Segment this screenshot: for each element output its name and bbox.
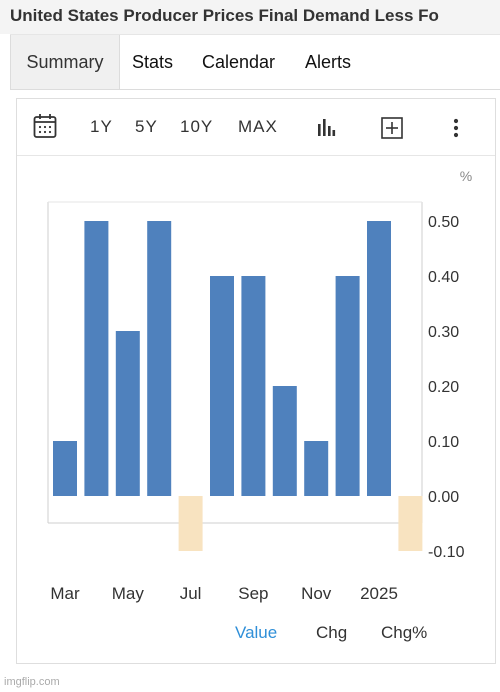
bar-apr [84,221,109,496]
bar-mar [53,441,77,496]
range-1y-button[interactable]: 1Y [90,117,113,136]
x-tick-label: May [112,584,145,603]
bar-oct [272,386,297,496]
y-tick-label: 0.30 [428,324,459,341]
x-tick-label: Sep [238,584,268,603]
bar-sep [241,276,266,496]
x-tick-label: Nov [301,584,332,603]
bar-may [115,331,140,496]
range-10y-button[interactable]: 10Y [180,117,214,136]
range-max-button[interactable]: MAX [238,117,278,136]
tab-bar: Summary Stats Calendar Alerts [10,34,500,90]
x-tick-label: 2025 [360,584,398,603]
page-header: United States Producer Prices Final Dema… [0,0,500,34]
y-tick-label: 0.10 [428,434,459,451]
chart-toolbar: 1Y 5Y 10Y MAX [17,99,495,156]
more-vertical-icon[interactable] [451,117,461,139]
y-tick-label: 0.50 [428,214,459,231]
watermark: imgflip.com [4,676,60,688]
calendar-icon[interactable] [33,113,57,139]
y-tick-label: 0.00 [428,489,459,506]
y-tick-label: 0.40 [428,269,459,286]
bar-2025 [367,221,391,496]
tab-calendar[interactable]: Calendar [202,52,276,72]
tab-summary[interactable]: Summary [10,35,120,89]
bar-jul [178,496,203,551]
legend-chg-pct[interactable]: Chg% [381,623,428,642]
chart-panel: 1Y 5Y 10Y MAX % 0.50 0.40 0.30 0.20 0.10 0.00 -… [16,98,496,664]
x-tick-label: Jul [180,584,202,603]
page-title: United States Producer Prices Final Dema… [10,6,439,25]
tab-alerts[interactable]: Alerts [305,52,352,72]
bar-feb [398,496,423,551]
add-compare-icon[interactable] [381,117,403,139]
bar-chart-icon[interactable] [317,117,337,137]
x-tick-label: Mar [50,584,80,603]
tab-stats[interactable]: Stats [132,52,174,72]
legend-value[interactable]: Value [235,623,278,642]
y-tick-label: -0.10 [428,544,465,561]
y-tick-label: 0.20 [428,379,459,396]
bar-jun [147,221,172,496]
bar-dec [335,276,360,496]
legend-chg[interactable]: Chg [316,623,348,642]
y-unit-label: % [460,168,472,184]
bar-chart: % 0.50 0.40 0.30 0.20 0.10 0.00 -0.10 Mar May Jul S… [47,168,472,603]
range-5y-button[interactable]: 5Y [135,117,158,136]
bar-aug [210,276,234,496]
bar-nov [304,441,329,496]
